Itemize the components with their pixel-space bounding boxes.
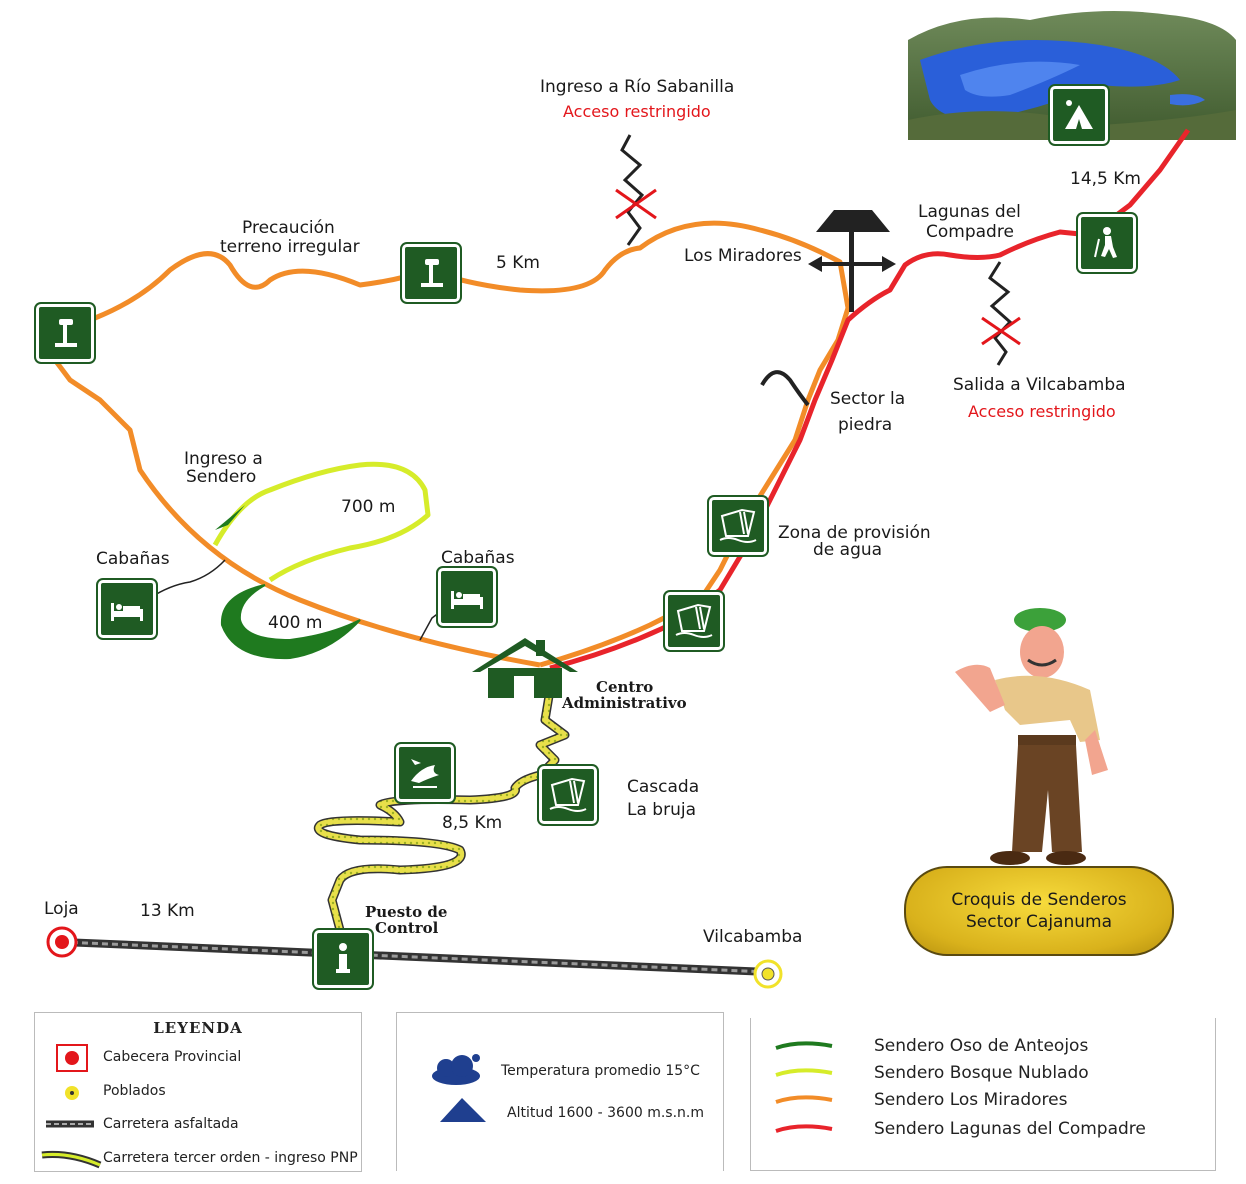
loja-marker [46,926,78,958]
climate-altitude: Altitud 1600 - 3600 m.s.n.m [507,1105,704,1121]
label-los-miradores: Los Miradores [684,246,802,266]
trail-legend-lagunas: Sendero Lagunas del Compadre [874,1119,1146,1139]
label-compadre: Compadre [926,222,1014,242]
title-plaque: Croquis de Senderos Sector Cajanuma [904,866,1174,956]
bed-icon [111,603,143,621]
trails-legend-box: Sendero Oso de Anteojos Sendero Bosque N… [750,1018,1216,1171]
waterfall-sign-lower [665,592,723,650]
plaque-line-1: Croquis de Senderos [951,890,1127,910]
label-precaucion: Precaución [242,218,335,238]
label-distance-5km: 5 Km [496,253,540,273]
trail-legend-miradores: Sendero Los Miradores [874,1090,1068,1110]
house-icon [472,638,578,698]
plaque-line-2: Sector Cajanuma [965,912,1112,932]
restricted-vilcabamba-mark [981,261,1021,366]
camping-icon [1065,100,1093,129]
climate-box: Temperatura promedio 15°C Altitud 1600 -… [396,1012,724,1171]
label-piedra: piedra [838,415,893,435]
legend-item-cabecera: Cabecera Provincial [103,1049,242,1065]
climate-temperature: Temperatura promedio 15°C [501,1063,700,1079]
legend-box: LEYENDA Cabecera Provincial Poblados Car… [34,1012,362,1172]
label-cabanas-left: Cabañas [96,549,170,569]
label-sendero: Sendero [186,467,257,487]
legend-title: LEYENDA [153,1019,243,1037]
label-sector-la: Sector la [830,389,906,409]
label-de-agua: de agua [813,540,883,560]
label-rio-sabanilla: Ingreso a Río Sabanilla [540,77,735,97]
label-rio-sabanilla-restricted: Acceso restringido [563,102,711,121]
legend-item-tercer-orden: Carretera tercer orden - ingreso PNP [103,1150,358,1166]
waterfall-sign-upper [709,497,767,555]
trail-legend-oso: Sendero Oso de Anteojos [874,1036,1089,1056]
birdwatching-sign [396,744,454,802]
label-distance-700m: 700 m [341,497,396,517]
label-vilcabamba: Vilcabamba [703,927,803,947]
label-loja: Loja [44,899,79,919]
bed-icon [451,591,483,609]
info-sign [314,930,372,988]
viewpoint-icon [55,319,77,347]
label-terreno-irregular: terreno irregular [220,237,360,257]
trail-bosque-nublado [212,461,431,583]
label-puesto-de: Puesto de [365,903,448,921]
hiker-icon [1094,227,1117,258]
hiker-sign [1078,214,1136,272]
trail-legend-bosque: Sendero Bosque Nublado [874,1063,1089,1083]
label-zona-provision: Zona de provisión [778,523,931,543]
label-distance-8-5km: 8,5 Km [442,813,503,833]
trailhead-flag [215,505,245,530]
viewpoint-sign-top [402,244,460,302]
waterfall-sign-bruja [539,766,597,824]
label-distance-400m: 400 m [268,613,323,633]
label-cascada: Cascada [627,777,700,797]
label-administrativo: Administrativo [562,694,687,712]
legend-item-poblados: Poblados [103,1083,166,1099]
cabin-sign-left [98,580,156,638]
label-control: Control [375,919,439,937]
waterfall-icon [549,777,587,812]
info-icon [336,943,350,973]
cabin-sign-right [438,568,496,626]
waterfall-icon [675,603,713,638]
label-la-bruja: La bruja [627,800,696,820]
waterfall-icon [719,508,757,543]
trail-lagunas-compadre [549,128,1191,671]
label-cabanas-right: Cabañas [441,548,515,568]
camping-sign [1050,86,1108,144]
label-salida-vilcabamba: Salida a Vilcabamba [953,375,1126,395]
ranger-character [955,608,1108,865]
trail-los-miradores [52,220,851,668]
label-salida-restricted: Acceso restringido [968,402,1116,421]
label-lagunas: Lagunas del [918,202,1021,222]
label-distance-14-5km: 14,5 Km [1070,169,1141,189]
access-road [313,689,570,932]
label-centro: Centro [596,678,654,696]
trail-oso-anteojos [220,584,361,660]
legend-item-carretera: Carretera asfaltada [103,1116,239,1132]
label-ingreso-a: Ingreso a [184,449,263,469]
vilcabamba-marker [753,959,783,989]
restricted-sabanilla-mark [615,134,657,246]
bird-icon [411,759,439,788]
viewpoint-icon [421,259,443,287]
viewpoint-sign-left [36,304,94,362]
label-distance-13km: 13 Km [140,901,195,921]
signpost-icon [808,210,896,312]
